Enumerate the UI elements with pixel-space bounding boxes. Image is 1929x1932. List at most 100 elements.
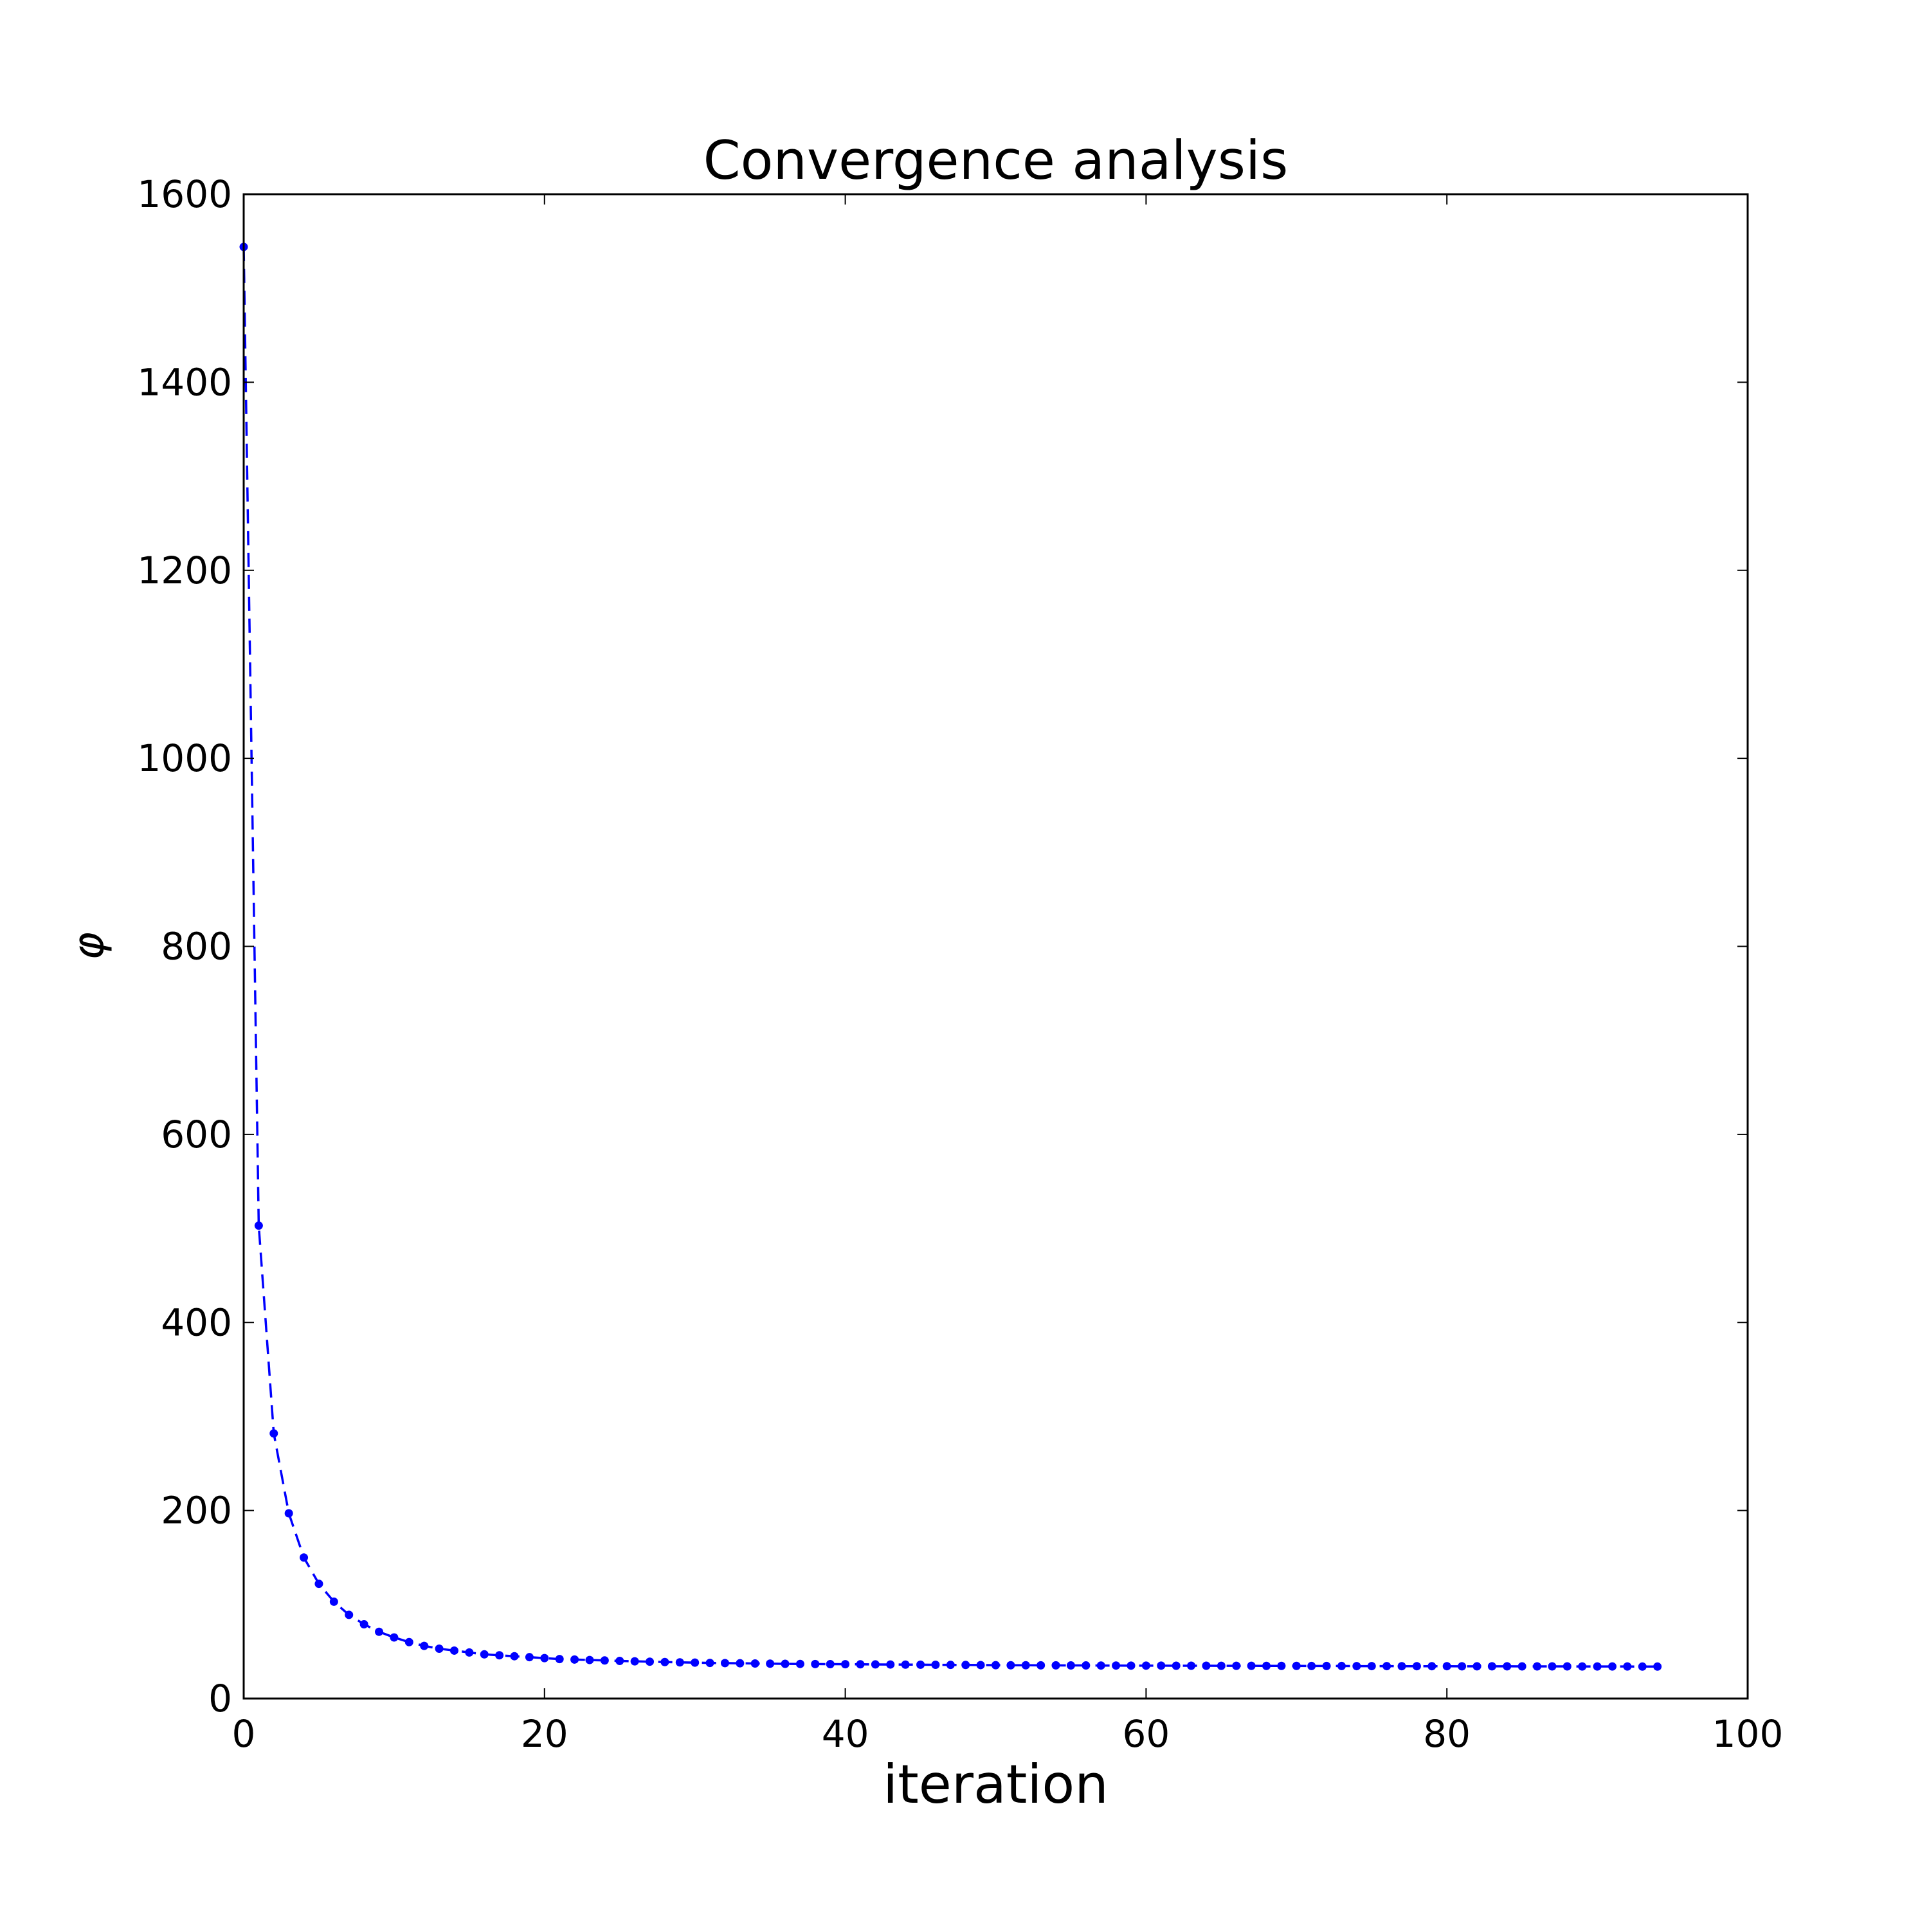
data-point <box>901 1660 910 1669</box>
data-point <box>976 1661 985 1670</box>
data-point <box>1337 1661 1346 1670</box>
data-point <box>646 1657 655 1666</box>
data-point <box>1472 1662 1481 1671</box>
data-point <box>570 1655 579 1664</box>
data-point <box>1442 1662 1451 1671</box>
data-point <box>691 1658 700 1667</box>
data-point <box>269 1429 278 1438</box>
data-point <box>1141 1661 1150 1670</box>
data-point <box>781 1659 790 1668</box>
chart-title: Convergence analysis <box>703 129 1289 192</box>
data-point <box>1021 1661 1030 1670</box>
x-tick-label: 100 <box>1712 1712 1784 1756</box>
data-point <box>1503 1662 1512 1671</box>
data-point <box>931 1661 940 1670</box>
data-point <box>750 1659 759 1668</box>
data-point <box>525 1653 534 1662</box>
data-point <box>345 1610 354 1619</box>
data-point <box>254 1221 263 1230</box>
data-point <box>841 1660 850 1669</box>
y-tick-label: 800 <box>161 925 232 969</box>
data-point <box>314 1580 323 1589</box>
data-point <box>826 1659 835 1668</box>
data-point <box>1277 1661 1286 1670</box>
data-point <box>1427 1662 1436 1671</box>
data-point <box>390 1633 399 1642</box>
data-point <box>992 1661 1000 1670</box>
data-point <box>1172 1661 1181 1670</box>
data-point <box>720 1659 729 1668</box>
data-point <box>480 1650 489 1659</box>
data-point <box>660 1657 669 1666</box>
data-point <box>1262 1661 1271 1670</box>
data-point <box>1562 1662 1571 1671</box>
data-point <box>1082 1661 1091 1670</box>
data-point <box>435 1645 444 1654</box>
data-point <box>675 1658 684 1667</box>
data-point <box>1578 1662 1587 1671</box>
data-point <box>1653 1662 1662 1671</box>
data-point <box>555 1655 564 1664</box>
data-point <box>1096 1661 1105 1670</box>
y-tick-label: 600 <box>161 1113 232 1156</box>
data-point <box>1458 1662 1467 1671</box>
data-point <box>1487 1662 1496 1671</box>
data-point <box>300 1553 309 1562</box>
data-point <box>585 1655 594 1664</box>
data-point <box>1051 1661 1060 1670</box>
data-point <box>1307 1661 1316 1670</box>
data-point <box>1638 1662 1647 1671</box>
data-point <box>359 1620 368 1629</box>
data-point <box>600 1656 609 1665</box>
x-tick-label: 20 <box>521 1712 568 1756</box>
data-point <box>1382 1662 1391 1671</box>
series-layer <box>239 242 1662 1671</box>
data-point <box>1127 1661 1136 1670</box>
data-point <box>736 1659 745 1668</box>
data-point <box>1187 1661 1196 1670</box>
data-point <box>1202 1661 1211 1670</box>
data-point <box>1352 1662 1361 1671</box>
data-point <box>404 1637 413 1646</box>
data-point <box>811 1659 820 1668</box>
data-point <box>1006 1661 1015 1670</box>
data-point <box>961 1661 970 1670</box>
data-point <box>615 1657 624 1666</box>
data-point <box>420 1641 429 1650</box>
data-point <box>1608 1662 1617 1671</box>
data-point <box>766 1659 775 1668</box>
data-point <box>871 1660 880 1669</box>
x-tick-label: 80 <box>1423 1712 1471 1756</box>
y-tick-label: 1000 <box>137 736 232 780</box>
x-tick-label: 40 <box>822 1712 869 1756</box>
data-point <box>1157 1661 1166 1670</box>
data-point <box>1593 1662 1602 1671</box>
data-point <box>1322 1661 1331 1670</box>
tick-layer: 0 20 40 60 80 1000200400600800100012001400160… <box>137 172 1783 1756</box>
data-point <box>465 1648 474 1657</box>
data-point <box>630 1657 639 1666</box>
y-tick-label: 1200 <box>137 549 232 592</box>
data-point <box>510 1652 519 1661</box>
data-point <box>449 1646 458 1655</box>
data-point <box>916 1660 925 1669</box>
data-point <box>1397 1662 1406 1671</box>
y-tick-label: 1600 <box>137 172 232 216</box>
data-point <box>1533 1662 1542 1671</box>
data-point <box>1367 1662 1376 1671</box>
data-point <box>1247 1661 1256 1670</box>
x-tick-label: 0 <box>232 1712 256 1756</box>
data-point <box>1517 1662 1526 1671</box>
data-point <box>1412 1662 1421 1671</box>
data-point <box>1623 1662 1632 1671</box>
x-axis-label: iteration <box>883 1753 1109 1816</box>
x-tick-label: 60 <box>1122 1712 1170 1756</box>
y-tick-label: 1400 <box>137 360 232 404</box>
data-point <box>946 1661 955 1670</box>
data-point <box>856 1660 865 1669</box>
y-tick-label: 0 <box>208 1677 232 1720</box>
data-point <box>795 1659 804 1668</box>
data-point <box>1232 1661 1241 1670</box>
